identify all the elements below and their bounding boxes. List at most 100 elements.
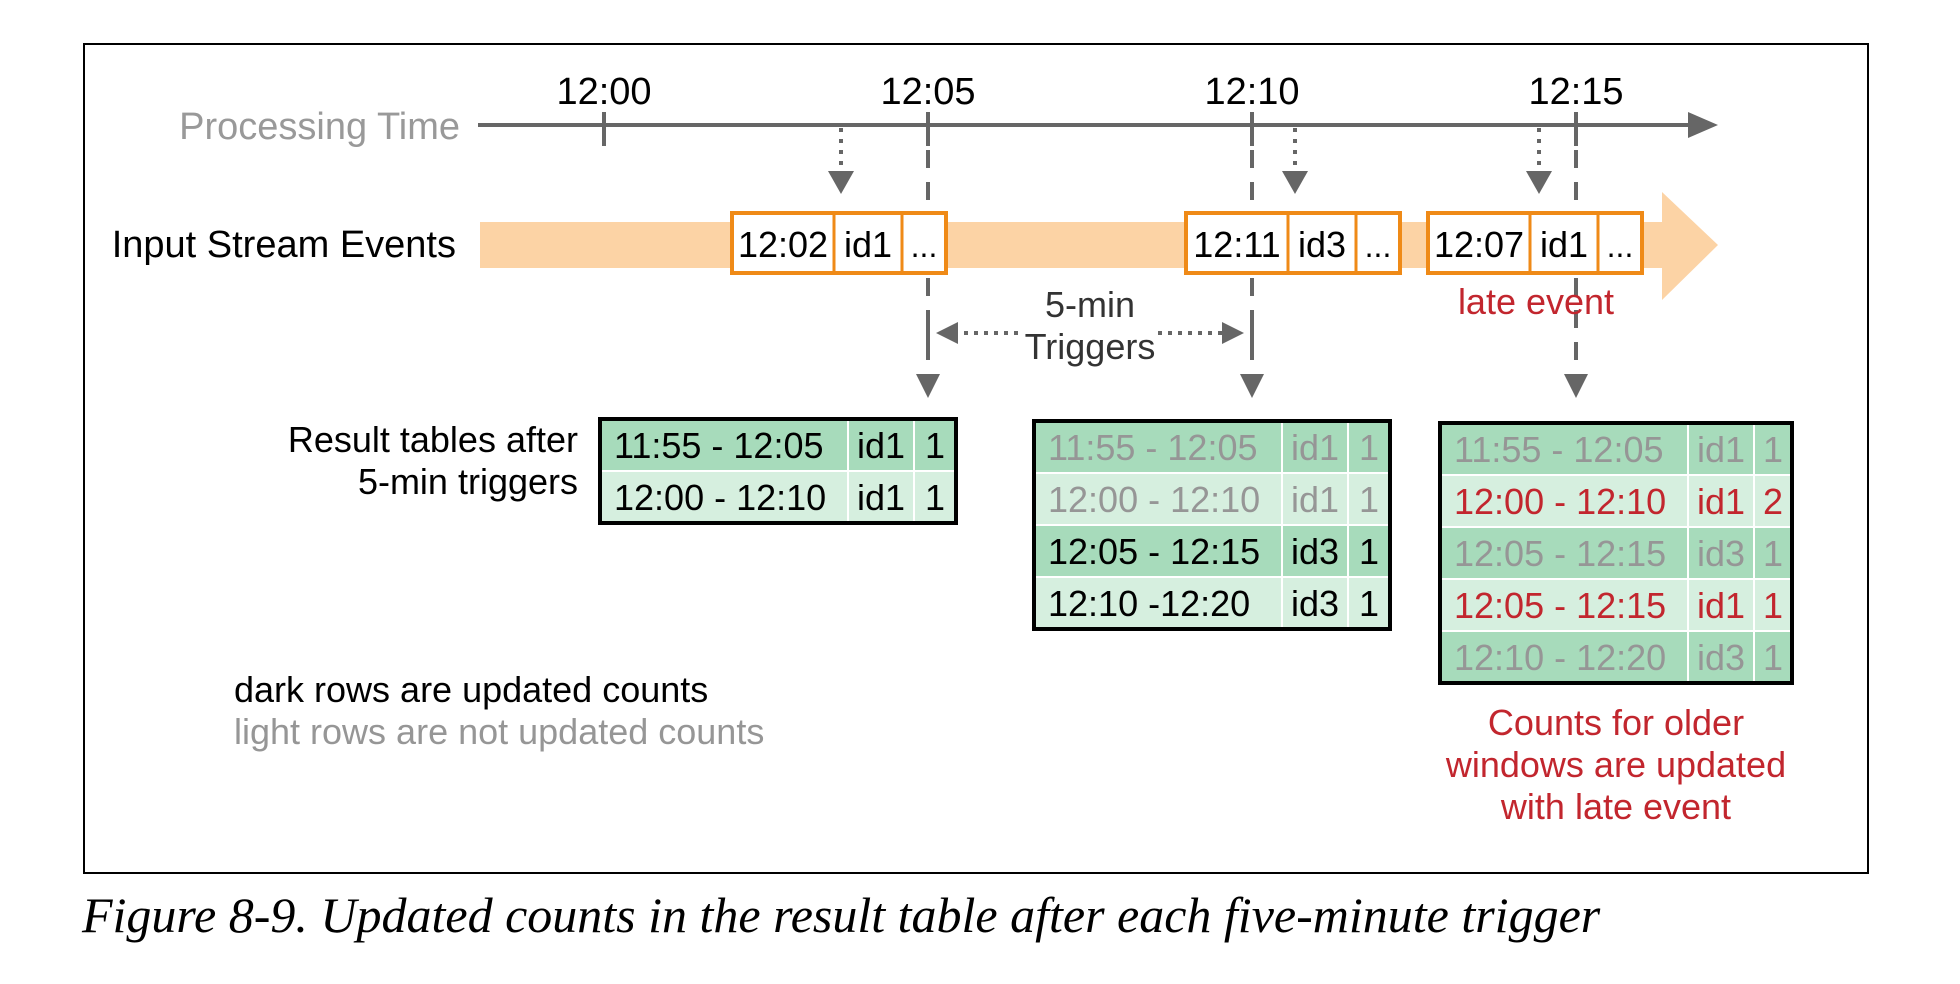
legend-light-rows: light rows are not updated counts <box>234 711 764 752</box>
table-row: 12:05 - 12:15 id1 1 <box>1440 579 1792 631</box>
id-cell: id3 <box>1697 533 1745 574</box>
trigger-interval: 5-min Triggers <box>926 284 1254 367</box>
count-cell: 2 <box>1763 481 1783 522</box>
id-cell: id1 <box>1697 585 1745 626</box>
table-row-background <box>1034 577 1390 629</box>
count-cell: 1 <box>1763 585 1783 626</box>
table-row-background <box>1034 473 1390 525</box>
table-border <box>1438 421 1794 685</box>
late-event-note-line2: windows are updated <box>1445 744 1786 785</box>
table-border <box>1032 419 1392 631</box>
window-cell: 12:10 -12:20 <box>1048 583 1250 624</box>
event-more: ... <box>1607 228 1634 264</box>
id-cell: id3 <box>1697 637 1745 678</box>
result-table: 11:55 - 12:05 id1 112:00 - 12:10 id1 112:05 … <box>1032 419 1392 631</box>
count-cell: 1 <box>1359 531 1379 572</box>
input-stream-label: Input Stream Events <box>112 224 456 266</box>
processing-time-label: Processing Time <box>179 106 460 148</box>
table-row: 11:55 - 12:05 id1 1 <box>600 419 956 471</box>
window-cell: 11:55 - 12:05 <box>1454 429 1664 470</box>
table-row-background <box>1440 527 1792 579</box>
result-tables-label-line2: 5-min triggers <box>358 461 578 502</box>
axis-tick-label: 12:00 <box>556 71 651 113</box>
trigger-interval-left-arrowhead <box>936 322 958 344</box>
triggers-label-line1: 5-min <box>1045 284 1135 325</box>
late-event-note-line3: with late event <box>1500 786 1731 827</box>
table-row-background <box>1440 631 1792 683</box>
axis-tick-label: 12:10 <box>1204 71 1299 113</box>
event-id: id1 <box>844 224 892 265</box>
table-row: 12:00 - 12:10 id1 2 <box>1440 475 1792 527</box>
window-cell: 12:00 - 12:10 <box>1454 481 1666 522</box>
table-row: 12:05 - 12:15 id3 1 <box>1440 527 1792 579</box>
id-cell: id1 <box>1291 479 1339 520</box>
count-cell: 1 <box>1763 637 1783 678</box>
id-cell: id1 <box>1697 429 1745 470</box>
input-stream-band <box>480 192 1718 300</box>
event-more: ... <box>1365 228 1392 264</box>
late-event-note-line1: Counts for older <box>1488 702 1744 743</box>
id-cell: id1 <box>1291 427 1339 468</box>
table-row-background <box>1034 525 1390 577</box>
table-row-background <box>1440 423 1792 475</box>
event-box-frame <box>1184 211 1402 275</box>
table-row: 12:05 - 12:15 id3 1 <box>1034 525 1390 577</box>
count-cell: 1 <box>925 477 945 518</box>
table-row-background <box>600 419 956 471</box>
id-cell: id1 <box>857 477 905 518</box>
window-cell: 12:00 - 12:10 <box>614 477 826 518</box>
count-cell: 1 <box>1763 429 1783 470</box>
figure-caption: Figure 8-9. Updated counts in the result… <box>82 887 1601 943</box>
event-box: 12:07 id1 ... <box>1426 211 1644 275</box>
table-row: 11:55 - 12:05 id1 1 <box>1440 423 1792 475</box>
table-row: 12:00 - 12:10 id1 1 <box>600 471 956 523</box>
event-arrival-arrows <box>828 128 1552 194</box>
trigger-arrowhead <box>916 374 940 398</box>
window-cell: 12:05 - 12:15 <box>1454 533 1666 574</box>
table-row-background <box>1034 421 1390 473</box>
window-cell: 12:05 - 12:15 <box>1454 585 1666 626</box>
table-row: 11:55 - 12:05 id1 1 <box>1034 421 1390 473</box>
window-cell: 12:10 - 12:20 <box>1454 637 1666 678</box>
event-arrival-arrowhead <box>1526 171 1552 194</box>
id-cell: id1 <box>1697 481 1745 522</box>
event-time: 12:02 <box>738 224 828 265</box>
table-row: 12:10 - 12:20 id3 1 <box>1440 631 1792 683</box>
event-box: 12:02 id1 ... <box>730 211 948 275</box>
window-cell: 11:55 - 12:05 <box>614 425 824 466</box>
window-cell: 12:00 - 12:10 <box>1048 479 1260 520</box>
triggers-label-line2: Triggers <box>1025 326 1156 367</box>
event-arrival-arrowhead <box>828 171 854 194</box>
axis-tick-label: 12:15 <box>1528 71 1623 113</box>
table-row-background <box>600 471 956 523</box>
trigger-arrowhead <box>1564 374 1588 398</box>
count-cell: 1 <box>925 425 945 466</box>
late-event-label: late event <box>1458 281 1614 322</box>
trigger-arrowhead <box>1240 374 1264 398</box>
count-cell: 1 <box>1359 583 1379 624</box>
figure-frame <box>83 43 1869 874</box>
legend-dark-rows: dark rows are updated counts <box>234 669 708 710</box>
count-cell: 1 <box>1359 479 1379 520</box>
id-cell: id3 <box>1291 531 1339 572</box>
axis-tick-label: 12:05 <box>880 71 975 113</box>
window-cell: 12:05 - 12:15 <box>1048 531 1260 572</box>
table-row: 12:10 -12:20 id3 1 <box>1034 577 1390 629</box>
event-time: 12:07 <box>1434 224 1524 265</box>
event-time: 12:11 <box>1193 224 1280 265</box>
event-more: ... <box>911 228 938 264</box>
event-arrival-arrowhead <box>1282 171 1308 194</box>
event-id: id1 <box>1540 224 1588 265</box>
event-box: 12:11 id3 ... <box>1184 211 1402 275</box>
trigger-interval-right-arrowhead <box>1222 322 1244 344</box>
axis-ticks: 12:00 12:05 12:10 12:15 <box>556 71 1624 146</box>
event-box-frame <box>730 211 948 275</box>
table-border <box>598 417 958 525</box>
result-table: 11:55 - 12:05 id1 1 12:00 - 12:10 id1 2 12:05 … <box>1438 421 1794 685</box>
event-box-frame <box>1426 211 1644 275</box>
table-row-background <box>1440 579 1792 631</box>
table-row: 12:00 - 12:10 id1 1 <box>1034 473 1390 525</box>
id-cell: id1 <box>857 425 905 466</box>
result-tables-label-line1: Result tables after <box>288 419 578 460</box>
